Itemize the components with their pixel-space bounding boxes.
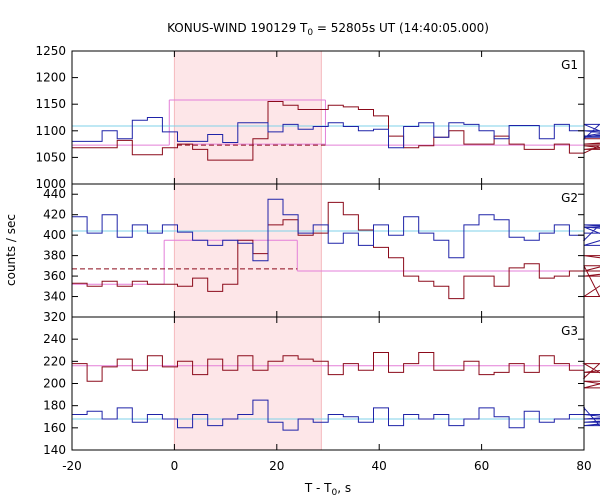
chart-title: KONUS-WIND 190129 T0 = 52805s UT (14:40:… xyxy=(167,21,489,38)
x-axis-label: T - T0, s xyxy=(304,481,351,498)
x-tick-label-3: 40 xyxy=(372,459,387,473)
panel-label-g1: G1 xyxy=(561,58,578,72)
series-g3-red-line xyxy=(72,352,600,389)
series-g1-blue-line xyxy=(72,117,600,149)
panel-label-g3: G3 xyxy=(561,324,578,338)
y-tick-label-g1-0: 1000 xyxy=(35,177,66,191)
y-tick-label-g2-0: 320 xyxy=(43,310,66,324)
y-tick-label-g1-4: 1200 xyxy=(35,71,66,85)
y-tick-label-g3-1: 160 xyxy=(43,421,66,435)
x-tick-label-5: 80 xyxy=(576,459,591,473)
series-g2-blue-line xyxy=(72,198,600,262)
y-tick-label-g3-2: 180 xyxy=(43,399,66,413)
text-layer: KONUS-WIND 190129 T0 = 52805s UT (14:40:… xyxy=(4,21,592,498)
y-tick-label-g1-3: 1150 xyxy=(35,97,66,111)
x-tick-label-1: 0 xyxy=(171,459,179,473)
y-tick-label-g2-1: 340 xyxy=(43,290,66,304)
y-tick-label-g1-5: 1250 xyxy=(35,44,66,58)
frame-layer xyxy=(71,50,585,451)
y-tick-label-g2-3: 380 xyxy=(43,249,66,263)
y-tick-label-g3-5: 240 xyxy=(43,332,66,346)
series-g1-red-line xyxy=(72,101,600,161)
y-tick-label-g1-1: 1050 xyxy=(35,150,66,164)
y-tick-label-g2-6: 440 xyxy=(43,187,66,201)
y-tick-label-g3-3: 200 xyxy=(43,377,66,391)
y-tick-label-g2-2: 360 xyxy=(43,269,66,283)
plot-layer xyxy=(72,99,600,431)
series-g2-red-line xyxy=(72,201,600,300)
x-tick-label-2: 20 xyxy=(269,459,284,473)
y-axis-label: counts / sec xyxy=(4,214,18,286)
panel-label-g2: G2 xyxy=(561,191,578,205)
panel-frame-g3 xyxy=(71,316,585,451)
y-tick-label-g3-4: 220 xyxy=(43,354,66,368)
x-tick-label-0: -20 xyxy=(62,459,82,473)
y-tick-label-g2-5: 420 xyxy=(43,208,66,222)
y-tick-label-g1-2: 1100 xyxy=(35,124,66,138)
y-tick-label-g3-0: 140 xyxy=(43,443,66,457)
shaded-interval xyxy=(174,51,322,450)
y-tick-label-g2-4: 400 xyxy=(43,228,66,242)
shaded-interval-layer xyxy=(173,51,322,450)
series-g3-blue-line xyxy=(72,399,600,431)
x-tick-label-4: 60 xyxy=(474,459,489,473)
